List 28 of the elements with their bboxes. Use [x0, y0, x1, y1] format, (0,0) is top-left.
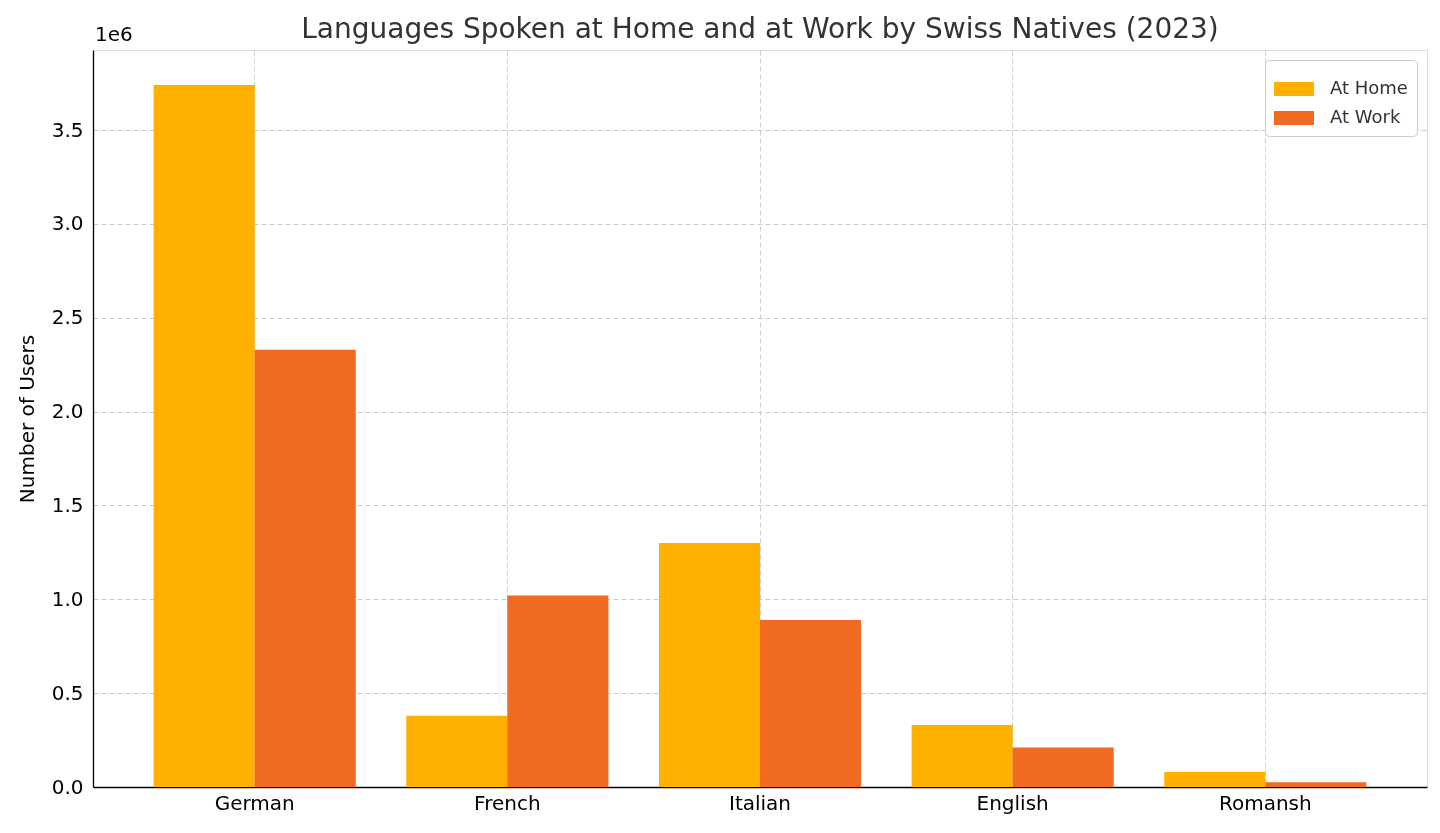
y-tick-label: 1.5 — [51, 492, 84, 517]
bar — [911, 725, 1013, 787]
y-tick-label: 2.5 — [51, 305, 84, 330]
y-tick-label: 0.5 — [51, 680, 84, 705]
chart-title: Languages Spoken at Home and at Work by Swiss Natives (2023) — [301, 12, 1219, 45]
y-tick-label: 2.0 — [51, 399, 84, 424]
x-tick-label: Romansh — [1218, 790, 1312, 815]
bar — [658, 543, 760, 787]
bar — [1012, 747, 1114, 787]
y-axis-title: Number of Users — [14, 334, 39, 504]
legend-label: At Home — [1330, 77, 1408, 98]
x-tick-label: English — [976, 790, 1049, 815]
bar — [1164, 771, 1266, 787]
bar — [1265, 782, 1367, 787]
y-tick-label: 1.0 — [51, 586, 84, 611]
text: 1e6 — [95, 22, 133, 46]
bar — [760, 619, 862, 787]
x-tick-label: German — [214, 790, 295, 815]
legend-label: At Work — [1330, 106, 1401, 127]
y-tick-label: 3.0 — [51, 211, 84, 236]
y-tick-label: 0.0 — [51, 774, 84, 799]
bar — [254, 349, 356, 787]
y-tick-label: 3.5 — [51, 117, 84, 142]
bar — [153, 85, 255, 787]
bar — [406, 715, 508, 787]
bar — [507, 595, 609, 787]
x-tick-label: Italian — [728, 790, 792, 815]
x-tick-label: French — [474, 790, 541, 815]
